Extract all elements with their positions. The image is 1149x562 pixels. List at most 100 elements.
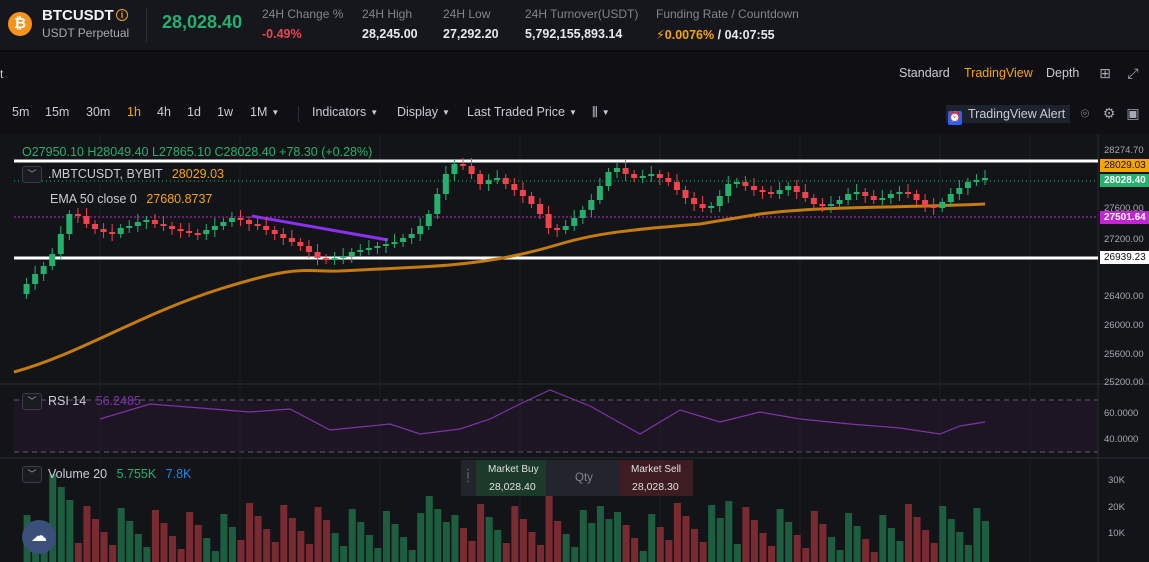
- volume-bar: [160, 523, 168, 562]
- candle: [904, 192, 911, 194]
- view-standard[interactable]: Standard: [899, 66, 950, 80]
- candle: [348, 252, 355, 256]
- volume-bar: [391, 524, 399, 562]
- volume-bar: [374, 548, 382, 562]
- tf-15m[interactable]: 15m: [45, 105, 70, 119]
- collapse-chevron-icon[interactable]: ﹀: [22, 466, 42, 483]
- trend-line[interactable]: [251, 214, 389, 242]
- volume-bar: [109, 545, 117, 562]
- volume-bar: [793, 535, 801, 562]
- candle: [887, 194, 894, 198]
- candle: [588, 200, 595, 210]
- volume-bar: [571, 547, 579, 562]
- candle: [913, 194, 920, 200]
- tf-4h[interactable]: 4h: [157, 105, 171, 119]
- volume-axis-label: 10K: [1108, 528, 1125, 539]
- candle: [288, 238, 295, 242]
- market-buy-button[interactable]: Market Buy 28,028.40: [476, 460, 546, 496]
- tf-30m[interactable]: 30m: [86, 105, 111, 119]
- volume-bar: [639, 551, 647, 562]
- candle: [922, 200, 929, 206]
- tf-5m[interactable]: 5m: [12, 105, 30, 119]
- gear-icon[interactable]: ⚙: [1102, 105, 1116, 121]
- candle: [160, 224, 167, 226]
- price-axis-label: 25200.00: [1104, 377, 1144, 388]
- candle: [246, 220, 253, 224]
- drag-handle-icon[interactable]: ⋮ ⋮: [463, 468, 473, 484]
- tf-1d[interactable]: 1d: [187, 105, 201, 119]
- candle: [340, 256, 347, 258]
- volume-bar: [759, 533, 767, 562]
- rsi-axis-label: 40.0000: [1104, 434, 1139, 445]
- volume-bar: [83, 506, 91, 562]
- volume-bar: [237, 540, 245, 562]
- chevron-down-icon: ▼: [271, 108, 280, 118]
- candle: [83, 216, 90, 224]
- volume-bar: [930, 543, 938, 562]
- chart-type-dropdown[interactable]: ⫼ ▼: [592, 105, 610, 120]
- candle: [23, 284, 30, 294]
- volume-bar: [468, 541, 476, 562]
- candle: [682, 190, 689, 198]
- price-source-dropdown[interactable]: Last Traded Price ▼: [467, 105, 577, 119]
- volume-bar: [117, 508, 125, 562]
- camera-icon[interactable]: ⌾: [1080, 105, 1090, 121]
- volume-bar: [143, 547, 151, 562]
- info-icon[interactable]: i: [116, 9, 128, 21]
- grid-layout-icon[interactable]: ⊞: [1099, 65, 1111, 81]
- price-axis-label: 27600.00: [1104, 203, 1144, 214]
- volume-bar: [982, 521, 989, 562]
- volume-bar: [862, 539, 870, 562]
- candle: [297, 242, 304, 246]
- candle: [956, 188, 963, 194]
- lightning-icon: ⚡: [656, 28, 665, 42]
- volume-bar: [519, 519, 527, 562]
- candle: [691, 198, 698, 204]
- volume-bar: [186, 512, 194, 562]
- candle: [776, 190, 783, 194]
- tf-1m[interactable]: 1M ▼: [250, 105, 280, 119]
- stat-24h-change: 24H Change % -0.49%: [262, 7, 344, 41]
- volume-bar: [682, 516, 690, 562]
- collapse-chevron-icon[interactable]: ﹀: [22, 393, 42, 410]
- candle: [357, 250, 364, 252]
- market-sell-button[interactable]: Market Sell 28,028.30: [619, 460, 693, 496]
- tf-1h[interactable]: 1h: [127, 105, 141, 119]
- candle: [331, 258, 338, 260]
- fullscreen-icon[interactable]: ⤢: [1127, 65, 1139, 81]
- volume-bar: [579, 510, 587, 562]
- view-depth[interactable]: Depth: [1046, 66, 1080, 80]
- volume-bar: [964, 545, 972, 562]
- save-image-icon[interactable]: ▣: [1126, 105, 1140, 121]
- candle: [400, 238, 407, 242]
- contract-type: USDT Perpetual: [42, 26, 130, 40]
- volume-bar: [305, 544, 313, 562]
- chart-canvas[interactable]: [0, 134, 1149, 562]
- volume-bar: [425, 496, 433, 562]
- collapse-chevron-icon[interactable]: ﹀: [22, 166, 42, 183]
- tradingview-logo-icon[interactable]: ☁: [22, 520, 56, 554]
- volume-bar: [922, 530, 930, 562]
- symbol-name[interactable]: BTCUSDT: [42, 7, 114, 24]
- volume-bar: [913, 517, 921, 562]
- candle: [57, 234, 64, 254]
- tf-1w[interactable]: 1w: [217, 105, 233, 119]
- candle: [314, 252, 321, 258]
- volume-bar: [203, 538, 211, 562]
- volume-bar: [845, 513, 853, 562]
- tradingview-alert-button[interactable]: ⏰ TradingView Alert: [946, 105, 1071, 125]
- volume-bar: [631, 538, 639, 562]
- qty-input[interactable]: Qty: [575, 472, 593, 484]
- volume-bar: [151, 510, 159, 562]
- view-tradingview[interactable]: TradingView: [964, 66, 1033, 80]
- volume-bar: [768, 546, 776, 562]
- indicators-dropdown[interactable]: Indicators ▼: [312, 105, 379, 119]
- volume-bar: [477, 504, 485, 562]
- divider: [298, 106, 299, 122]
- display-dropdown[interactable]: Display ▼: [397, 105, 450, 119]
- candle: [733, 182, 740, 184]
- candle: [280, 234, 287, 238]
- chart-area[interactable]: O27950.10 H28049.40 L27865.10 C28028.40 …: [0, 134, 1149, 562]
- candle: [845, 194, 852, 200]
